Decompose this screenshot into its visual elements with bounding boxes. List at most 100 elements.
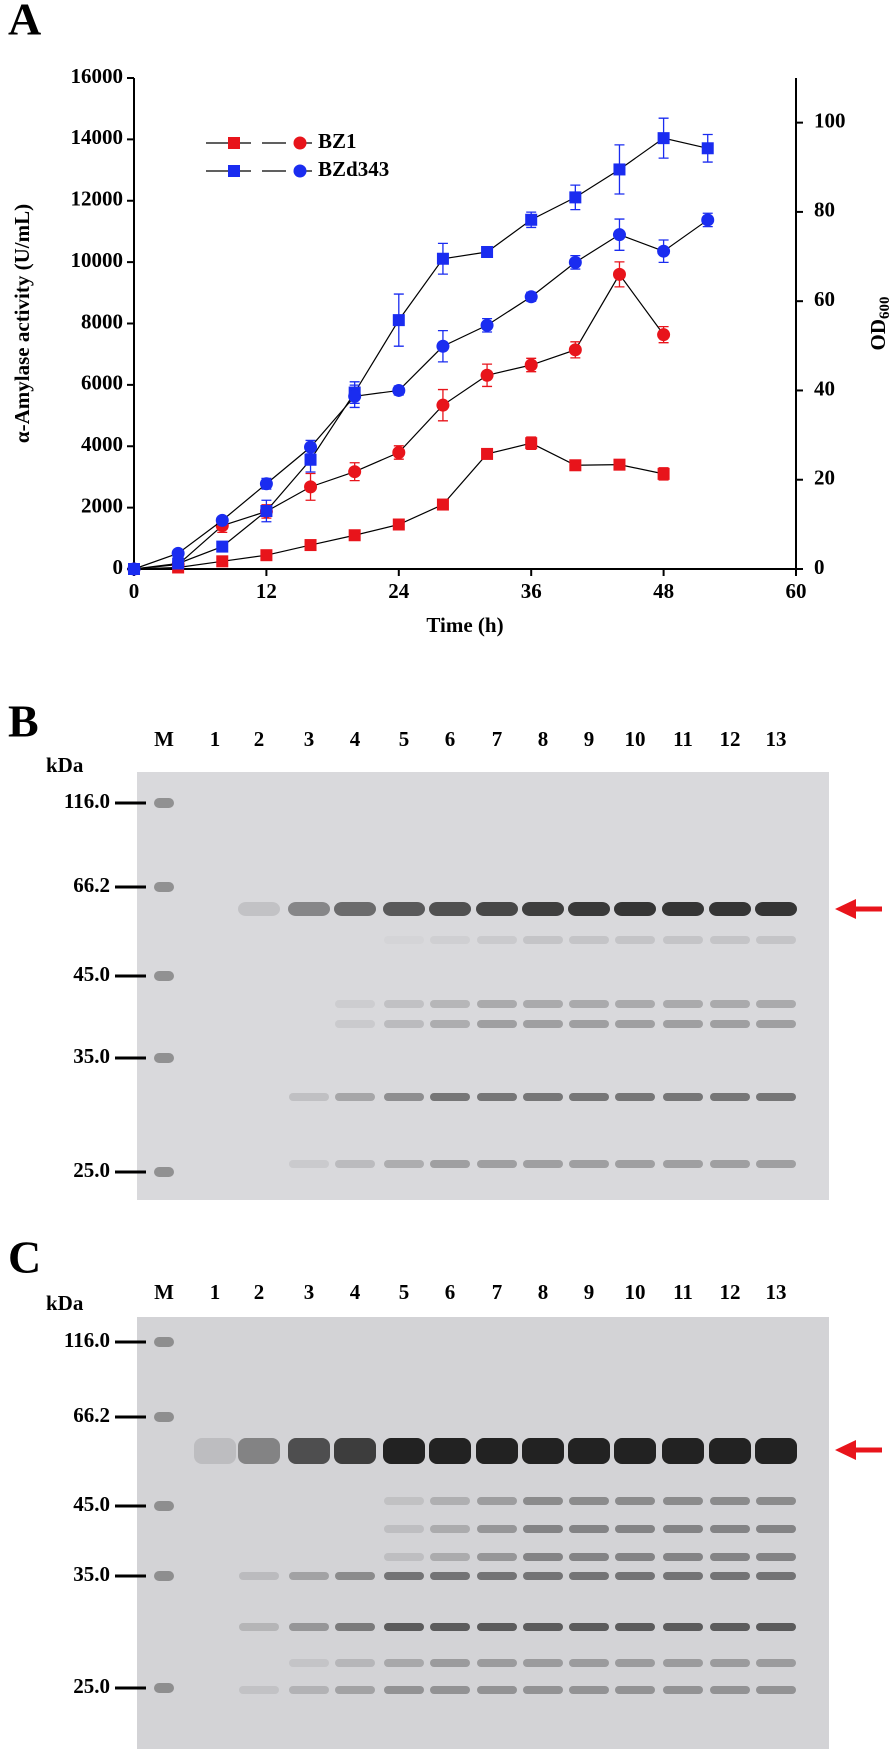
gel-band — [384, 1000, 424, 1008]
marker — [304, 539, 317, 552]
marker — [392, 383, 406, 397]
lane-label: 7 — [492, 1280, 503, 1304]
marker-label: 35.0 — [73, 1044, 110, 1068]
lane-label: 1 — [210, 1280, 221, 1304]
marker — [612, 228, 626, 242]
marker — [392, 314, 405, 327]
gel-band — [709, 902, 751, 916]
gel-band — [238, 902, 280, 916]
marker — [215, 513, 229, 527]
gel-band — [430, 1623, 470, 1631]
arrow-head — [835, 899, 856, 919]
gel-band — [154, 1683, 174, 1693]
gel-band — [476, 902, 518, 916]
marker — [127, 562, 141, 576]
gel-band — [568, 902, 610, 916]
x-tick-label: 24 — [388, 579, 410, 603]
gel-band — [569, 1020, 609, 1028]
gel-band — [154, 1501, 174, 1511]
marker — [304, 440, 318, 454]
gel-band — [662, 902, 704, 916]
marker — [216, 540, 229, 553]
gel-band — [430, 1497, 470, 1505]
marker — [392, 518, 405, 531]
gel-band — [569, 1623, 609, 1631]
lane-label: 5 — [399, 1280, 410, 1304]
marker-label: 66.2 — [73, 1403, 110, 1427]
gel-band — [523, 1659, 563, 1667]
gel-band — [523, 1093, 563, 1101]
gel-band — [756, 1686, 796, 1694]
gel-band — [710, 1093, 750, 1101]
gel-band — [710, 1572, 750, 1580]
marker — [348, 389, 362, 403]
gel-band — [335, 1160, 375, 1168]
gel-band — [289, 1623, 329, 1631]
gel-band — [430, 1659, 470, 1667]
gel-band — [335, 1686, 375, 1694]
gel-band — [615, 1000, 655, 1008]
legend-marker — [293, 164, 307, 178]
gel-band — [569, 1659, 609, 1667]
legend-label: BZ1 — [318, 129, 357, 153]
lane-label: 8 — [538, 727, 549, 751]
gel-band — [568, 1438, 610, 1464]
gel-band — [430, 1000, 470, 1008]
gel-band — [430, 1020, 470, 1028]
legend-label: BZd343 — [318, 157, 389, 181]
marker — [525, 437, 538, 450]
gel-band — [663, 1160, 703, 1168]
gel-band — [523, 1525, 563, 1533]
gel-band — [477, 1525, 517, 1533]
gel-band — [289, 1160, 329, 1168]
gel-band — [710, 1020, 750, 1028]
marker — [612, 267, 626, 281]
gel-band — [663, 936, 703, 944]
gel-band — [522, 1438, 564, 1464]
gel-band — [430, 1093, 470, 1101]
gel-band — [523, 1160, 563, 1168]
marker — [348, 465, 362, 479]
y-tick-label: 16000 — [71, 64, 124, 88]
marker — [436, 339, 450, 353]
y2-axis-label: OD600 — [866, 297, 894, 351]
marker — [569, 459, 582, 472]
gel-band — [523, 1572, 563, 1580]
gel-band — [569, 1093, 609, 1101]
marker — [480, 318, 494, 332]
gel-band — [477, 1686, 517, 1694]
gel-band — [288, 1438, 330, 1464]
gel-band — [288, 902, 330, 916]
lane-label: 8 — [538, 1280, 549, 1304]
gel-band — [334, 1438, 376, 1464]
gel-band — [384, 1525, 424, 1533]
y2-tick-label: 20 — [814, 466, 835, 490]
gel-band — [335, 1093, 375, 1101]
unit-label: kDa — [46, 1291, 84, 1315]
gel-band — [615, 1572, 655, 1580]
x-tick-label: 36 — [521, 579, 542, 603]
gel-band — [335, 1000, 375, 1008]
lane-label: 6 — [445, 727, 456, 751]
lane-label: 3 — [304, 1280, 315, 1304]
x-tick-label: 12 — [256, 579, 277, 603]
marker — [260, 505, 273, 518]
gel-band — [154, 1571, 174, 1581]
gel-band — [523, 1000, 563, 1008]
gel-band — [662, 1438, 704, 1464]
lane-label: 3 — [304, 727, 315, 751]
y-tick-label: 10000 — [71, 248, 124, 272]
gel-band — [663, 1093, 703, 1101]
series-line — [133, 137, 708, 570]
lane-label: 13 — [766, 727, 787, 751]
gel-band — [663, 1553, 703, 1561]
gel-band — [615, 1659, 655, 1667]
x-tick-label: 60 — [786, 579, 807, 603]
gel-band — [154, 882, 174, 892]
marker — [657, 132, 670, 145]
gel-band — [477, 1020, 517, 1028]
gel-band — [429, 1438, 471, 1464]
gel-band — [756, 1572, 796, 1580]
lane-label: 2 — [254, 727, 265, 751]
legend-marker — [293, 136, 307, 150]
